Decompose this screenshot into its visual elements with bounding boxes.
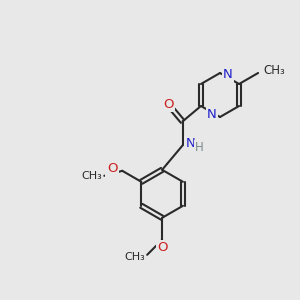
Text: O: O	[164, 98, 174, 111]
Text: O: O	[107, 162, 117, 175]
Text: O: O	[157, 241, 167, 254]
Text: N: N	[186, 137, 195, 150]
Text: N: N	[223, 68, 233, 82]
Text: CH₃: CH₃	[82, 171, 102, 181]
Text: N: N	[207, 109, 217, 122]
Text: H: H	[195, 141, 204, 154]
Text: CH₃: CH₃	[263, 64, 285, 77]
Text: CH₃: CH₃	[124, 252, 145, 262]
